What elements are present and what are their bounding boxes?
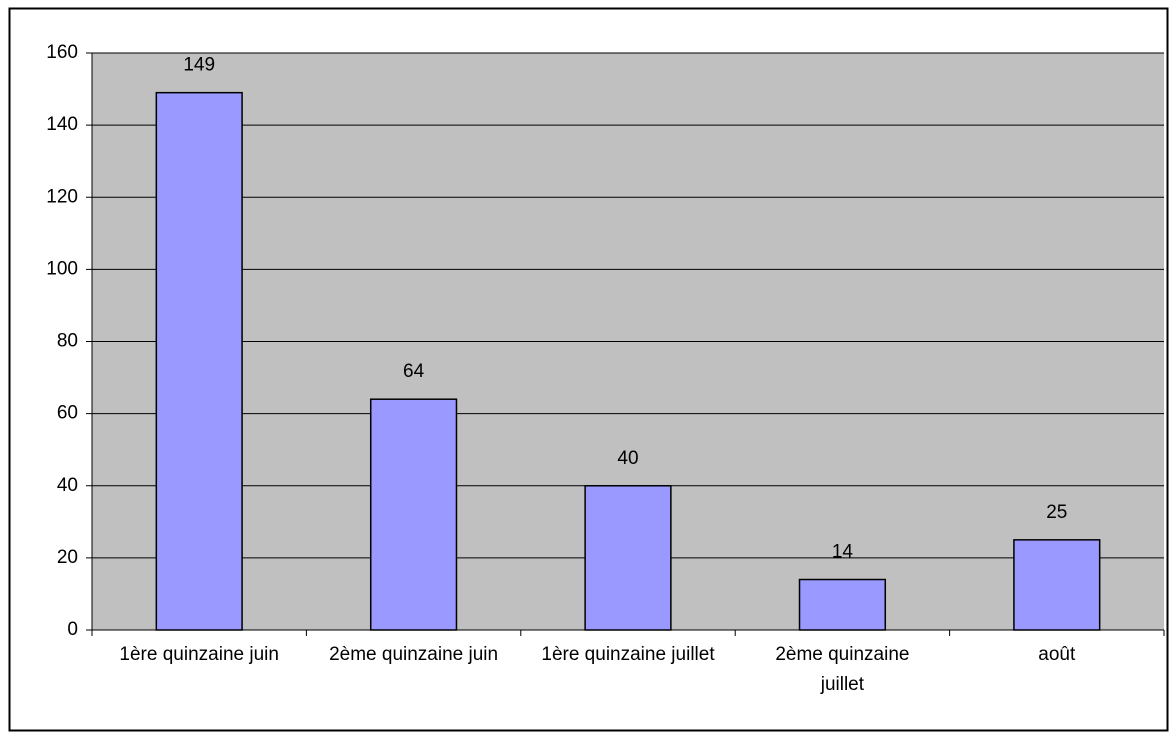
y-tick-label: 100: [46, 258, 78, 279]
y-tick-label: 80: [57, 331, 78, 352]
x-tick-label: 1ère quinzaine juillet: [541, 644, 715, 665]
x-tick-label: 1ère quinzaine juin: [119, 644, 279, 665]
y-tick-label: 140: [46, 114, 78, 135]
x-tick-label: août: [1038, 644, 1076, 665]
data-label: 40: [617, 448, 638, 469]
y-tick-label: 40: [57, 475, 78, 496]
bar: [584, 485, 672, 631]
y-tick-label: 160: [46, 42, 78, 63]
data-label: 14: [832, 542, 854, 563]
y-tick-label: 20: [57, 547, 78, 568]
y-tick-label: 120: [46, 186, 78, 207]
data-label: 64: [403, 361, 425, 382]
bar: [369, 398, 458, 631]
bar: [798, 578, 887, 631]
x-tick-label: 2ème quinzaine juin: [329, 644, 499, 665]
y-tick-label: 60: [57, 403, 78, 424]
bar: [155, 91, 243, 631]
data-label: 149: [183, 55, 215, 76]
x-tick-label: 2ème quinzaine juillet: [775, 644, 910, 695]
bar: [1013, 539, 1101, 631]
data-label: 25: [1046, 502, 1067, 523]
y-tick-label: 0: [67, 619, 78, 640]
